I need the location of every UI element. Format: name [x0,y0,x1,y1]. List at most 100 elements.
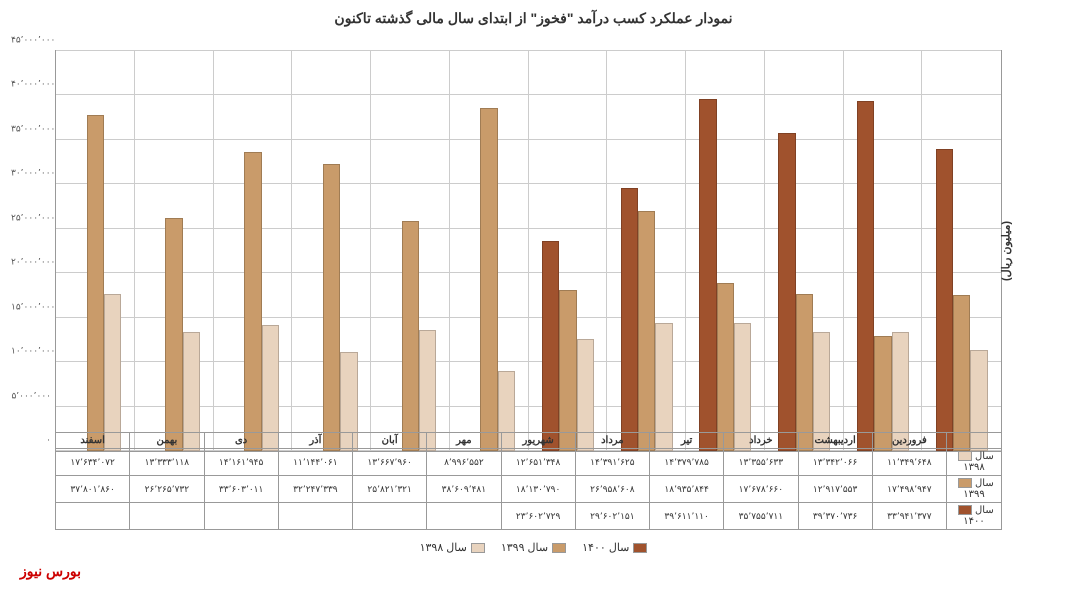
table-cell: ۱۸٬۹۳۵٬۸۴۴ [650,476,724,503]
swatch-icon [552,543,566,553]
series-label: سال ۱۴۰۰ [947,503,1002,530]
series-label: سال ۱۳۹۹ [947,476,1002,503]
month-divider [213,51,214,451]
table-cell: ۳۹٬۳۷۰٬۷۳۶ [798,503,872,530]
month-group [371,51,450,451]
bar [165,218,182,451]
table-cell [278,503,352,530]
table-cell: ۳۳٬۹۴۱٬۳۷۷ [872,503,946,530]
month-divider [921,51,922,451]
table-header: دی [204,433,278,449]
table-cell: ۱۴٬۱۶۱٬۹۴۵ [204,449,278,476]
bar [323,164,340,451]
bar [953,295,970,451]
table-cell: ۱۳٬۳۴۲٬۰۶۶ [798,449,872,476]
swatch-icon [633,543,647,553]
month-divider [449,51,450,451]
bar [402,221,419,451]
month-group [450,51,529,451]
bar [936,149,953,451]
bar [480,108,497,451]
table-corner [947,433,1002,449]
table-cell: ۱۱٬۳۴۹٬۶۴۸ [872,449,946,476]
ytick-label: ۳۵٬۰۰۰٬۰۰۰ [11,123,51,134]
ytick-label: ۳۰٬۰۰۰٬۰۰۰ [11,168,51,179]
table-cell: ۱۴٬۳۷۹٬۷۸۵ [650,449,724,476]
table-cell: ۲۶٬۲۶۵٬۷۳۲ [130,476,204,503]
series-label: سال ۱۳۹۸ [947,449,1002,476]
legend-item: سال ۱۳۹۸ [420,541,485,554]
table-cell: ۳۸٬۶۰۹٬۴۸۱ [427,476,501,503]
month-divider [291,51,292,451]
table-cell: ۱۳٬۳۵۵٬۶۳۳ [724,449,798,476]
data-table: فروردیناردیبهشتخردادتیرمردادشهریورمهرآبا… [55,432,1002,530]
table-cell: ۱۴٬۳۹۱٬۶۲۵ [575,449,649,476]
ytick-label: ۲۰٬۰۰۰٬۰۰۰ [11,257,51,268]
table-cell: ۳۳٬۶۰۳٬۰۱۱ [204,476,278,503]
table-header: اردیبهشت [798,433,872,449]
table-cell: ۱۳٬۶۶۷٬۹۶۰ [353,449,427,476]
table-cell [204,503,278,530]
bar [621,188,638,451]
legend: سال ۱۴۰۰ سال ۱۳۹۹ سال ۱۳۹۸ [10,541,1057,554]
swatch-icon [958,451,972,461]
table-cell: ۱۳٬۳۳۳٬۱۱۸ [130,449,204,476]
month-divider [370,51,371,451]
bar [717,283,734,451]
ytick-label: ۴۵٬۰۰۰٬۰۰۰ [11,35,51,46]
table-cell [56,503,130,530]
month-divider [528,51,529,451]
bar [857,101,874,451]
ytick-label: ۴۰٬۰۰۰٬۰۰۰ [11,79,51,90]
month-divider [685,51,686,451]
table-cell: ۳۲٬۲۴۷٬۳۳۹ [278,476,352,503]
month-group [56,51,135,451]
month-group [765,51,844,451]
table-cell: ۱۷٬۴۹۸٬۹۴۷ [872,476,946,503]
bar [638,211,655,451]
table-cell [353,503,427,530]
chart-title: نمودار عملکرد کسب درآمد "فخوز" از ابتدای… [10,10,1057,27]
legend-label: سال ۱۴۰۰ [582,542,629,554]
swatch-icon [958,478,972,488]
table-cell: ۲۵٬۸۲۱٬۳۲۱ [353,476,427,503]
table-header: آبان [353,433,427,449]
table-cell: ۱۷٬۶۳۴٬۰۷۲ [56,449,130,476]
legend-item: سال ۱۳۹۹ [501,541,566,554]
table-cell: ۱۲٬۹۱۷٬۵۵۳ [798,476,872,503]
table-header: مهر [427,433,501,449]
table-header: تیر [650,433,724,449]
bar [104,294,121,451]
table-cell: ۱۱٬۱۴۴٬۰۶۱ [278,449,352,476]
bar [559,290,576,451]
ytick-label: ۱۰٬۰۰۰٬۰۰۰ [11,346,51,357]
table-cell: ۲۹٬۶۰۲٬۱۵۱ [575,503,649,530]
table-cell: ۱۲٬۶۵۱٬۳۴۸ [501,449,575,476]
bar [87,115,104,451]
month-group [135,51,214,451]
ytick-label: ۲۵٬۰۰۰٬۰۰۰ [11,212,51,223]
month-divider [764,51,765,451]
watermark-logo: بورس نیوز [20,563,81,580]
ytick-label: ۰ [11,435,51,446]
month-group [214,51,293,451]
bar [244,152,261,451]
bar [778,133,795,451]
month-group [922,51,1001,451]
legend-label: سال ۱۳۹۸ [420,542,467,554]
swatch-icon [958,505,972,515]
month-divider [134,51,135,451]
month-divider [843,51,844,451]
table-cell: ۱۷٬۶۷۸٬۶۶۰ [724,476,798,503]
table-cell [130,503,204,530]
month-group [607,51,686,451]
month-group [292,51,371,451]
table-header: فروردین [872,433,946,449]
month-group [686,51,765,451]
legend-label: سال ۱۳۹۹ [501,542,548,554]
ytick-label: ۱۵٬۰۰۰٬۰۰۰ [11,301,51,312]
month-divider [606,51,607,451]
legend-item: سال ۱۴۰۰ [582,541,647,554]
ytick-label: ۵٬۰۰۰٬۰۰۰ [11,390,51,401]
table-cell: ۱۸٬۱۳۰٬۷۹۰ [501,476,575,503]
